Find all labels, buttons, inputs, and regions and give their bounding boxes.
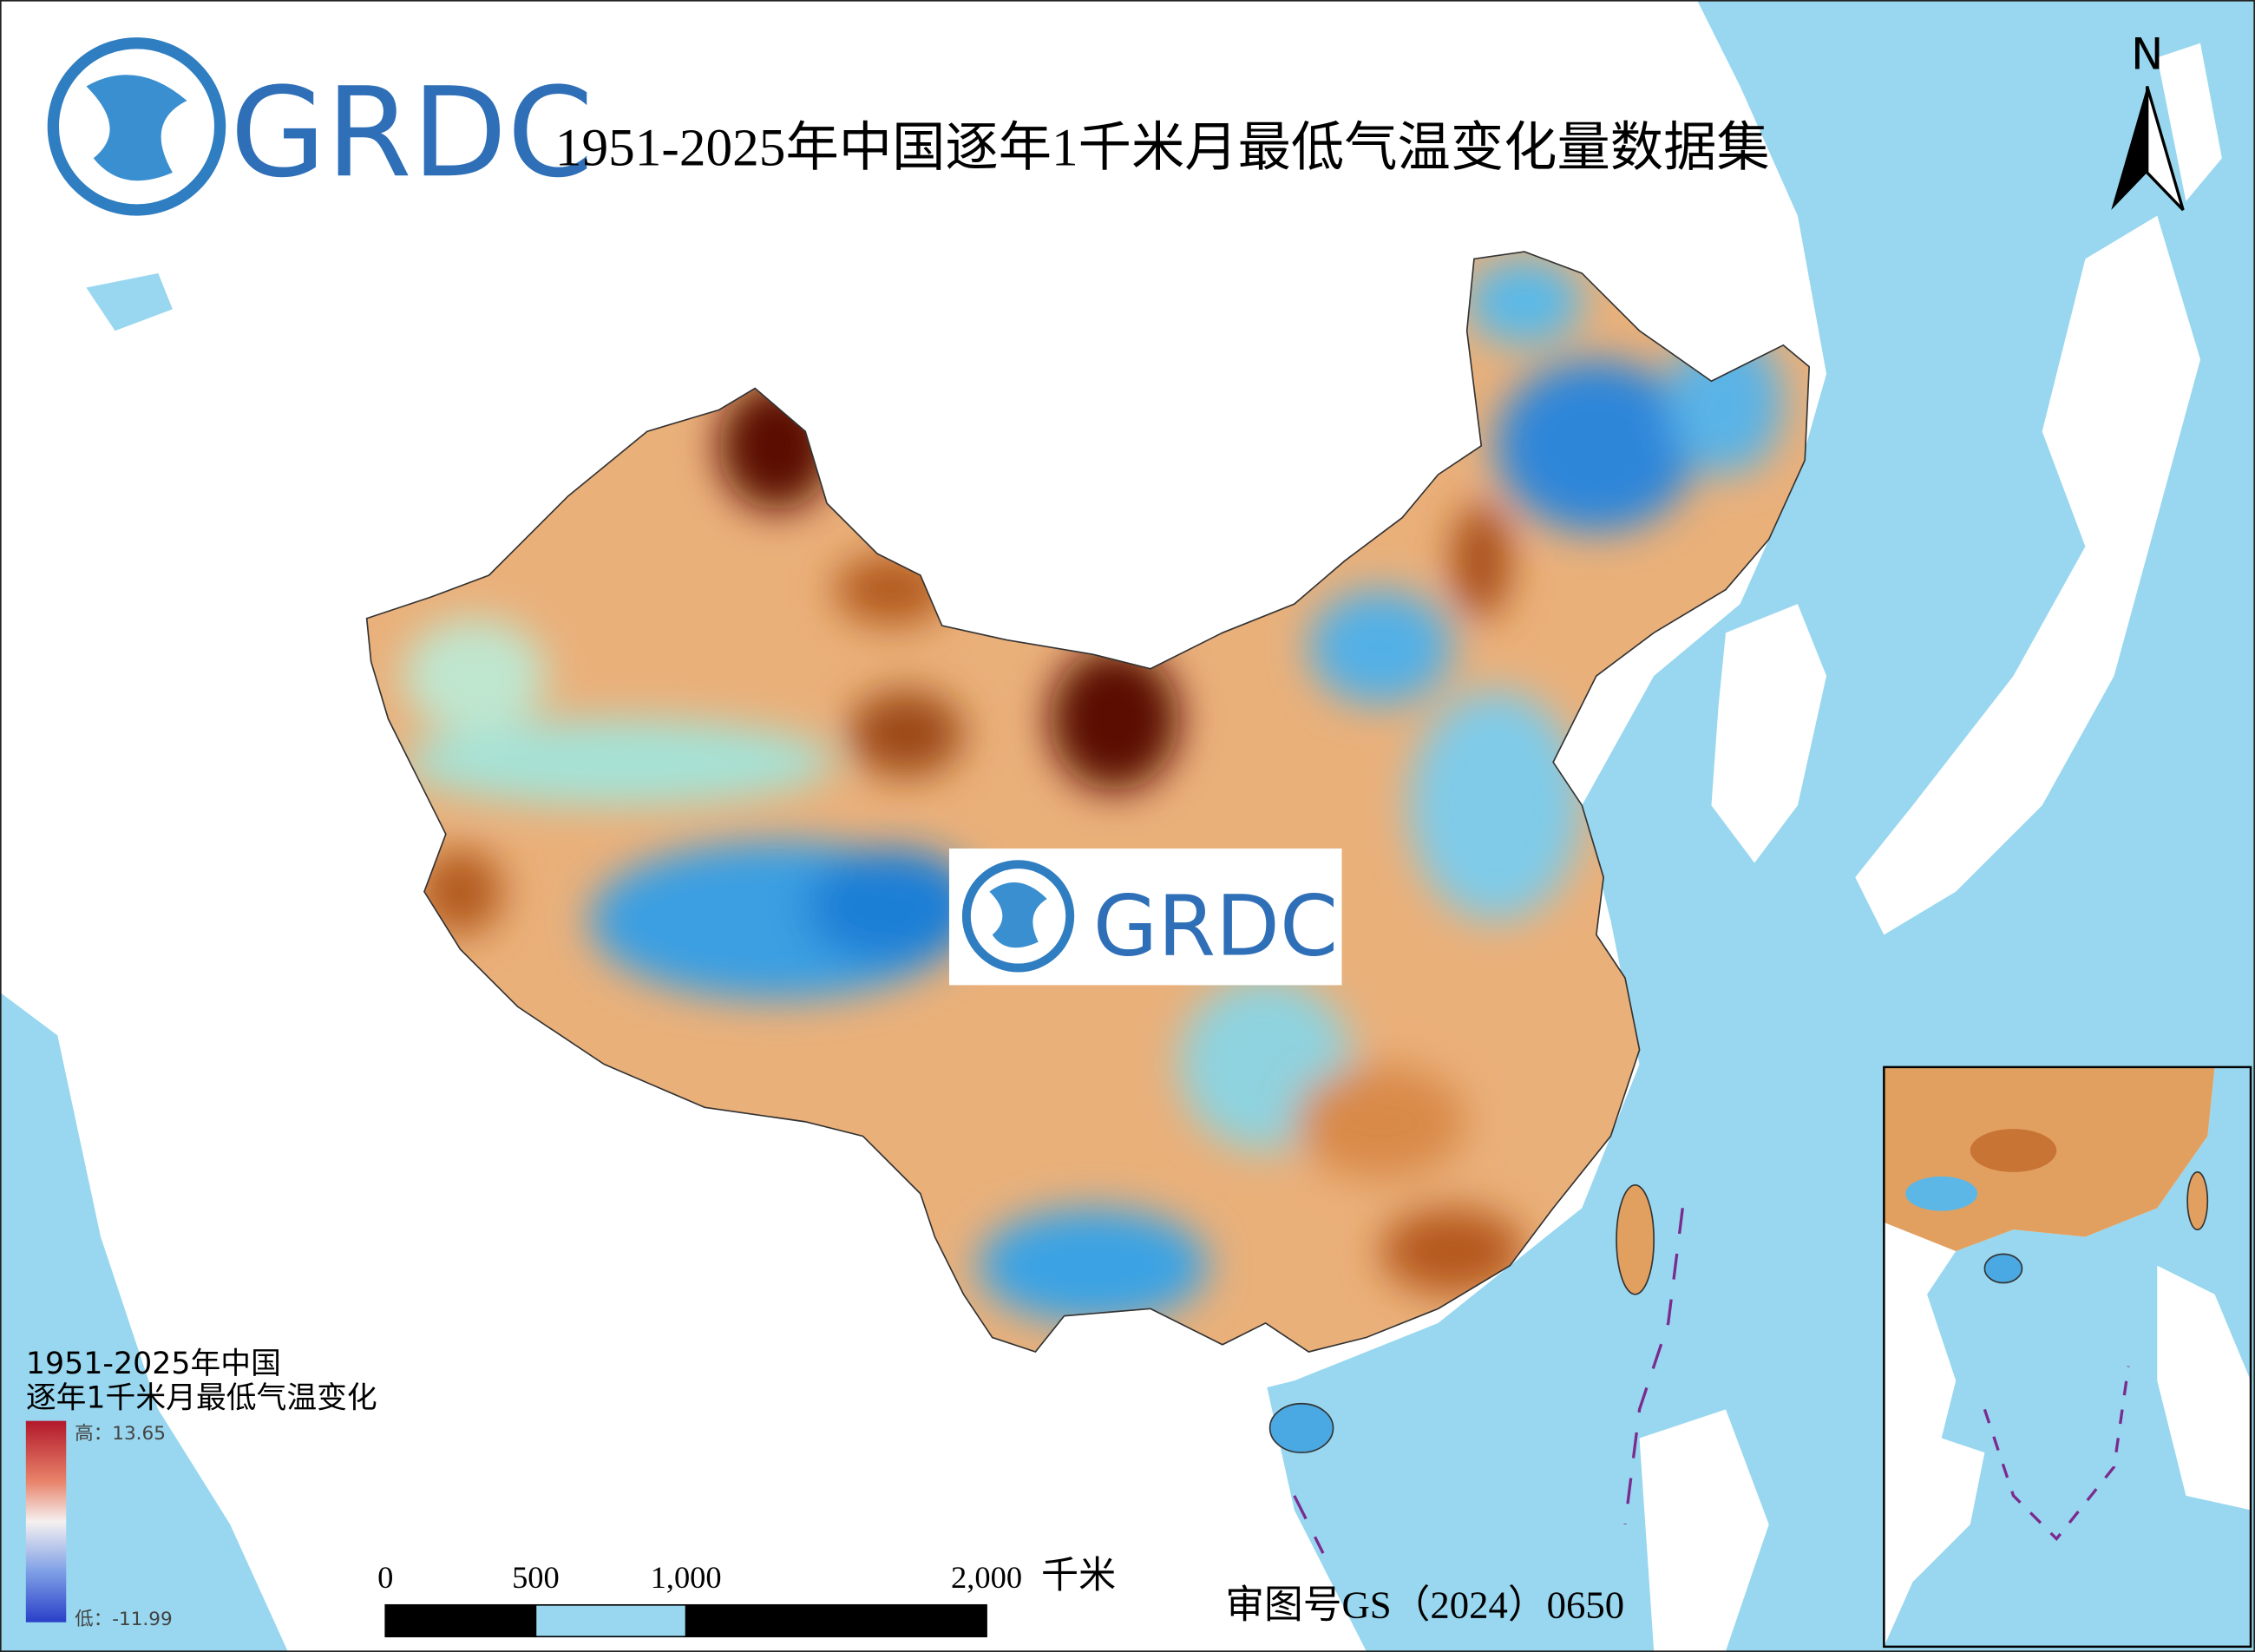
scale-bar: 0 500 1,000 2,000 千米	[377, 1556, 1116, 1638]
warm-zone	[1294, 1064, 1467, 1180]
warm-zone	[718, 381, 835, 511]
scale-label: 1,000	[651, 1560, 722, 1595]
hainan	[1268, 1402, 1334, 1453]
north-label: N	[2131, 30, 2163, 80]
legend-title: 逐年1千米月最低气温变化	[26, 1381, 377, 1416]
north-arrow: N	[2111, 30, 2185, 212]
scale-label: 2,000	[951, 1560, 1022, 1595]
warm-zone	[1452, 503, 1511, 619]
arrow-right	[2146, 85, 2185, 212]
cool-zone	[1409, 690, 1583, 921]
taiwan	[1616, 1183, 1655, 1295]
scale-unit: 千米	[1041, 1556, 1116, 1596]
maritime-line	[1293, 1208, 1684, 1554]
watermark-globe	[961, 860, 1075, 973]
title: 1951-2025年中国逐年1千米月最低气温变化量数据集	[555, 119, 1770, 178]
logo-globe-land	[86, 75, 187, 181]
arrow-left	[2111, 86, 2147, 210]
cool-zone	[403, 618, 547, 734]
cool-zone	[805, 848, 979, 964]
cool-zone	[1466, 259, 1583, 345]
neighbor-land	[316, 43, 2222, 1651]
scale-segment	[685, 1603, 987, 1638]
inset-frame	[1883, 1065, 2252, 1649]
scale-label: 500	[512, 1560, 560, 1595]
approval-number: 审图号GS（2024）0650	[1225, 1583, 1624, 1627]
warm-zone	[1380, 1208, 1524, 1295]
inset-cool	[1905, 1176, 1978, 1211]
inset-map	[1883, 1065, 2252, 1649]
cool-zone	[1668, 331, 1784, 475]
logo-text: GRDC	[230, 61, 593, 205]
scale-label: 0	[377, 1560, 393, 1595]
watermark-globe-land	[989, 882, 1047, 948]
inset-taiwan	[2186, 1171, 2209, 1231]
watermark: GRDC	[948, 848, 1342, 986]
warm-zone	[848, 690, 964, 777]
cool-zone	[978, 1208, 1209, 1323]
warm-zone	[1049, 646, 1180, 791]
legend-low: 低：-11.99	[75, 1609, 172, 1630]
warm-zone	[416, 848, 504, 935]
scale-segment	[534, 1603, 687, 1638]
cool-zone	[403, 718, 835, 806]
legend: 高：13.65 低：-11.99 1951-2025年中国逐年1千米月最低气温变…	[25, 1347, 377, 1630]
inset-maritime-line	[1983, 1366, 2130, 1542]
logo: GRDC	[47, 37, 593, 216]
legend-high: 高：13.65	[75, 1423, 166, 1445]
inset-philippines	[2157, 1265, 2252, 1511]
cool-zone	[1308, 589, 1453, 705]
scale-segment	[384, 1603, 537, 1638]
cool-zone	[1495, 359, 1697, 533]
warm-zone	[834, 554, 949, 626]
watermark-text: GRDC	[1093, 878, 1338, 975]
inset-hainan	[1983, 1253, 2023, 1284]
inset-warm	[1970, 1129, 2057, 1172]
legend-title: 1951-2025年中国	[26, 1347, 281, 1381]
legend-ramp	[25, 1420, 67, 1622]
logo-globe	[47, 37, 226, 216]
